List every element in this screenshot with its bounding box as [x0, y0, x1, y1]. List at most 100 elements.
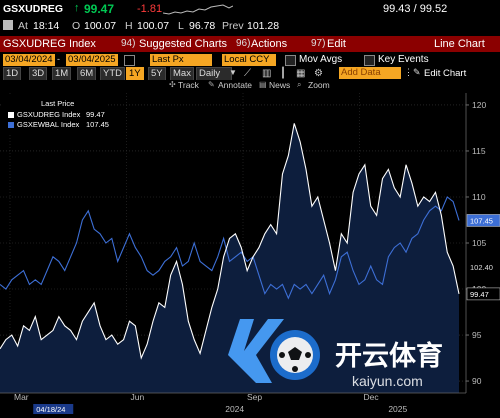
last-price-flag-label: 107.45 — [470, 216, 493, 225]
settings-icon[interactable]: ⚙ — [314, 68, 323, 79]
bid-ask: 99.43 / 99.52 — [383, 3, 448, 15]
prev-close: 101.28 — [247, 20, 280, 32]
start-date-field[interactable]: 03/04/2024 — [3, 54, 55, 66]
candle-icon[interactable]: ┃ — [280, 68, 287, 79]
high-label: H — [125, 20, 133, 32]
actions-number: 96) — [236, 38, 251, 49]
key-events-label: Key Events — [378, 54, 429, 65]
high-value: 100.07 — [137, 20, 170, 32]
news-tool[interactable]: News — [269, 80, 291, 90]
chart-toolbar: ✣ Track ✎ Annotate ▤ News ⌕ Zoom — [0, 80, 500, 92]
date-separator: - — [57, 54, 60, 64]
add-data-button[interactable]: Add Data — [339, 67, 401, 79]
clock-icon — [3, 20, 13, 30]
legend-value-gsxewbal: 107.45 — [86, 120, 109, 129]
x-axis: Mar Jun Sep Dec 2024 2025 04/18/24 — [0, 392, 466, 414]
y-axis: 9095100105110115120 — [465, 93, 486, 393]
y-tick-label: 110 — [472, 192, 486, 202]
x-year-label: 2025 — [388, 404, 407, 414]
pencil-icon[interactable]: ✎ — [413, 67, 421, 77]
period-3d[interactable]: 3D — [29, 67, 48, 81]
actions-menu[interactable]: Actions — [251, 38, 288, 50]
chart-canvas[interactable]: 9095100105110115120 MarJunSepDec20242025… — [0, 93, 500, 415]
price-chart[interactable]: 9095100105110115120 MarJunSepDec20242025… — [0, 93, 500, 415]
legend-title: Last Price — [41, 99, 75, 108]
up-arrow-icon: ↑ — [74, 2, 80, 14]
watermark-text: 开云体育 — [335, 340, 443, 372]
mov-avgs-label: Mov Avgs — [299, 54, 343, 65]
x-year-label: 2024 — [225, 404, 244, 414]
menu-bar: GSXUDREG Index 94) Suggested Charts 96) … — [0, 36, 500, 52]
mov-avgs-checkbox[interactable] — [285, 55, 296, 66]
field-selector[interactable]: Last Px — [150, 54, 212, 66]
prev-label: Prev — [222, 20, 244, 32]
last-price-flags: 107.45 99.47 102.40 — [466, 214, 500, 301]
last-price: 99.47 — [84, 2, 115, 16]
view-type[interactable]: Line Chart — [434, 38, 485, 50]
price-change: -1.81 — [137, 3, 163, 15]
annotate-tool[interactable]: Annotate — [218, 80, 253, 90]
series-area-fill — [0, 123, 460, 393]
edit-chart-button[interactable]: Edit Chart — [424, 68, 467, 79]
last-price-flag-label: 99.47 — [470, 290, 489, 299]
legend-swatch-gsxewbal — [8, 122, 14, 128]
period-6m[interactable]: 6M — [77, 67, 97, 81]
legend-entry-gsxudreg: GSXUDREG Index — [17, 110, 81, 119]
suggested-charts-menu[interactable]: Suggested Charts — [139, 38, 228, 50]
zoom-icon[interactable]: ⌕ — [297, 80, 302, 89]
series-line-gsxewbal — [0, 196, 460, 300]
currency-selector[interactable]: Local CCY — [222, 54, 276, 66]
watermark-logo — [228, 319, 320, 383]
axis-marker — [467, 260, 500, 273]
key-events-checkbox[interactable] — [364, 55, 375, 66]
period-bar: 1D 3D 1M 6M YTD 1Y 5Y Max Daily ▼ ⟋ ▥ ┃ … — [0, 67, 500, 81]
date-controls: 03/04/2024 - 03/04/2025 Last Px Local CC… — [0, 53, 500, 67]
edit-menu[interactable]: Edit — [327, 38, 346, 50]
y-tick-label: 115 — [472, 146, 486, 156]
calendar-icon[interactable] — [124, 55, 135, 66]
suggested-charts-number: 94) — [121, 38, 136, 49]
open-value: 100.07 — [84, 20, 117, 32]
legend-value-gsxudreg: 99.47 — [86, 110, 105, 119]
last-time: 18:14 — [33, 20, 60, 32]
y-tick-label: 95 — [472, 330, 482, 340]
period-1m[interactable]: 1M — [52, 67, 72, 81]
legend: Last Price GSXUDREG Index 99.47 GSXEWBAL… — [3, 96, 109, 134]
low-value: 96.78 — [189, 20, 216, 32]
track-icon[interactable]: ✣ — [169, 80, 176, 89]
at-label: At — [18, 20, 28, 32]
x-tick-label: Mar — [14, 392, 29, 402]
quote-header: GSXUDREG ↑ 99.47 -1.81 99.43 / 99.52 — [0, 0, 500, 18]
y-tick-label: 90 — [472, 376, 482, 386]
period-1d[interactable]: 1D — [3, 67, 22, 81]
y-tick-label: 105 — [472, 238, 486, 248]
period-max[interactable]: Max — [170, 67, 194, 81]
low-label: L — [178, 20, 184, 32]
news-icon[interactable]: ▤ — [259, 80, 267, 89]
legend-entry-gsxewbal: GSXEWBAL Index — [17, 120, 80, 129]
start-date-flag-label: 04/18/24 — [36, 405, 65, 414]
line-chart-icon[interactable]: ⟋ — [244, 68, 251, 79]
security-name[interactable]: GSXUDREG Index — [3, 38, 96, 50]
ticker-symbol[interactable]: GSXUDREG — [3, 3, 64, 15]
series-line-gsxudreg — [0, 123, 460, 360]
x-tick-label: Dec — [364, 392, 380, 402]
frequency-selector[interactable]: Daily — [196, 67, 232, 81]
y-tick-label: 120 — [472, 100, 486, 110]
edit-number: 97) — [311, 38, 326, 49]
open-label: O — [72, 20, 81, 32]
track-tool[interactable]: Track — [178, 80, 199, 90]
more-icon[interactable]: ⋮ — [404, 67, 413, 77]
table-icon[interactable]: ▦ — [296, 68, 306, 79]
annotate-icon[interactable]: ✎ — [208, 80, 215, 89]
period-ytd[interactable]: YTD — [100, 67, 125, 81]
sparkline-icon — [163, 4, 233, 15]
chevron-down-icon[interactable]: ▼ — [229, 68, 237, 77]
zoom-tool[interactable]: Zoom — [308, 80, 330, 90]
end-date-field[interactable]: 03/04/2025 — [66, 54, 118, 66]
last-price-flag — [466, 287, 500, 301]
period-5y[interactable]: 5Y — [148, 67, 166, 81]
bar-chart-icon[interactable]: ▥ — [262, 68, 272, 79]
legend-swatch-gsxudreg — [8, 112, 14, 118]
period-1y[interactable]: 1Y — [126, 67, 144, 81]
